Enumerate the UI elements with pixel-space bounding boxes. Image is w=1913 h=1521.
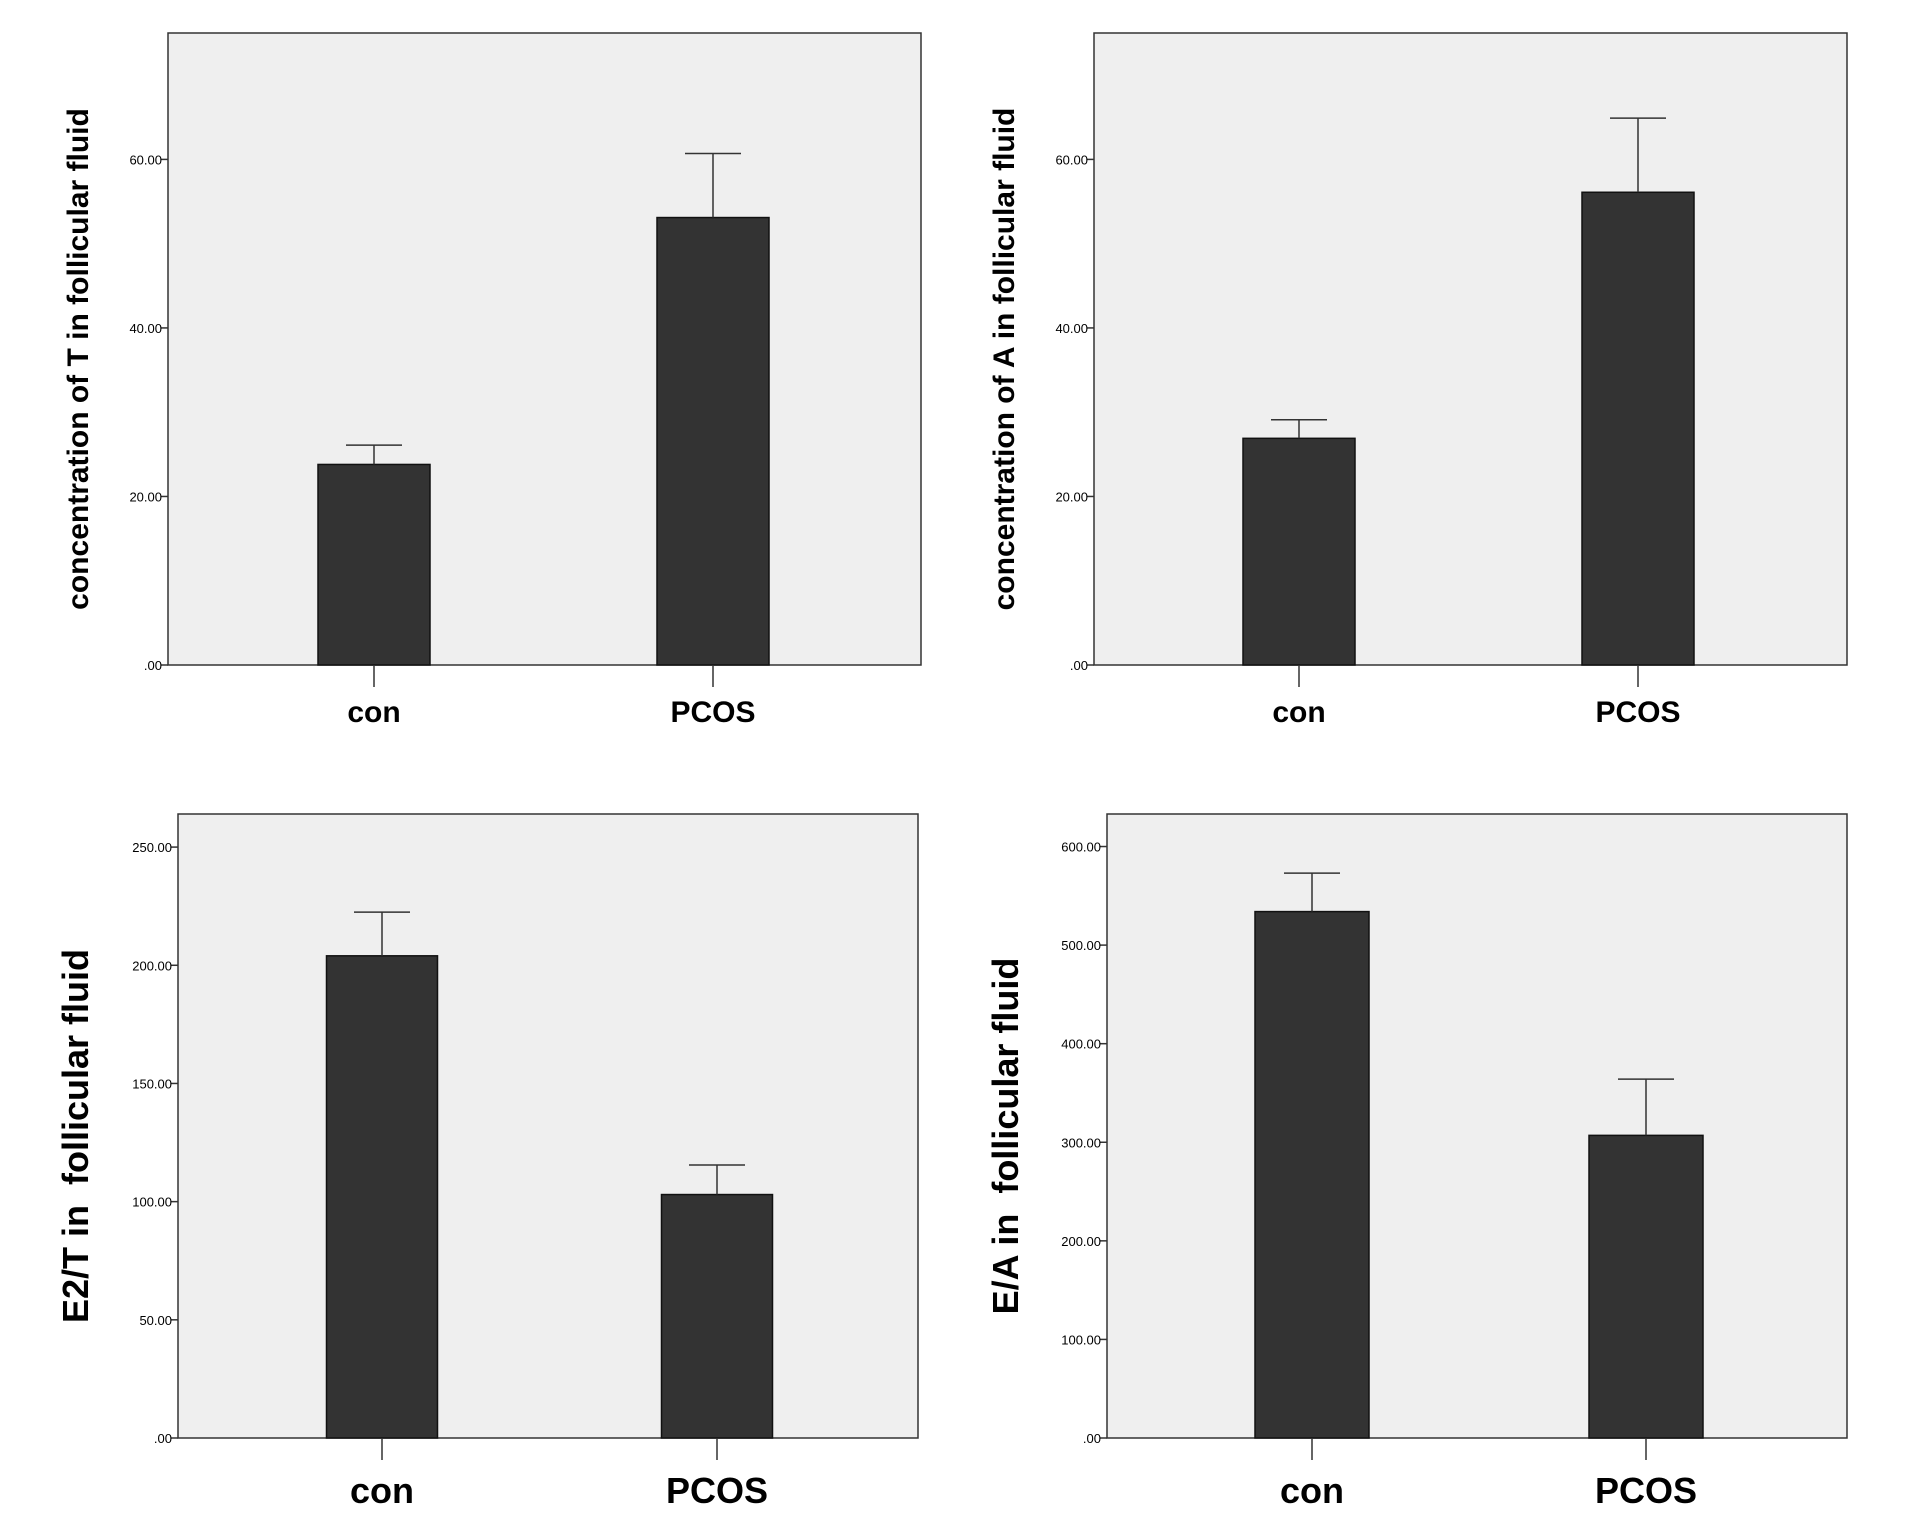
y-tick-label: 20.00 bbox=[129, 489, 162, 504]
y-tick-label: 400.00 bbox=[1061, 1037, 1101, 1052]
bar-pcos bbox=[1581, 191, 1695, 666]
plot-area bbox=[167, 32, 922, 666]
y-tick-label: 100.00 bbox=[1061, 1332, 1101, 1347]
bar-con bbox=[317, 463, 431, 666]
y-axis-label: concentration of T in follicular fluid bbox=[62, 108, 95, 610]
bar-con bbox=[1242, 437, 1356, 666]
y-tick-label: 300.00 bbox=[1061, 1135, 1101, 1150]
y-tick-label: .00 bbox=[154, 1431, 172, 1446]
y-tick-label: 50.00 bbox=[139, 1313, 172, 1328]
plot-area bbox=[177, 813, 919, 1439]
y-tick-label: 40.00 bbox=[129, 321, 162, 336]
panel-e2-t-ratio: .00 50.00 100.00 150.00 200.00 250.00 con PCOS E… bbox=[55, 813, 919, 1511]
plot-area bbox=[1106, 813, 1848, 1439]
panel-testosterone: .00 20.00 40.00 60.00 con PCOS concentration o… bbox=[62, 32, 922, 729]
y-tick-label: 200.00 bbox=[1061, 1234, 1101, 1249]
bar-pcos bbox=[1588, 1134, 1704, 1439]
y-axis-label: concentration of A in follicular fluid bbox=[988, 108, 1021, 611]
y-tick-label: 150.00 bbox=[132, 1076, 172, 1091]
y-axis-label: E/A in follicular fluid bbox=[985, 958, 1026, 1315]
y-tick-label: 40.00 bbox=[1055, 321, 1088, 336]
x-tick-label-pcos: PCOS bbox=[1595, 696, 1680, 729]
y-tick-label: 20.00 bbox=[1055, 489, 1088, 504]
x-tick-label-con: con bbox=[1280, 1470, 1344, 1511]
x-tick-label-con: con bbox=[1272, 696, 1325, 729]
panel-e-a-ratio: .00 100.00 200.00 300.00 400.00 500.00 600.00 c… bbox=[985, 813, 1848, 1511]
y-tick-label: 60.00 bbox=[129, 152, 162, 167]
y-tick-label: 500.00 bbox=[1061, 938, 1101, 953]
y-tick-label: 600.00 bbox=[1061, 840, 1101, 855]
y-tick-label: 100.00 bbox=[132, 1195, 172, 1210]
x-tick-label-con: con bbox=[347, 696, 400, 729]
x-tick-label-pcos: PCOS bbox=[666, 1470, 768, 1511]
bar-con bbox=[325, 955, 439, 1439]
plot-area bbox=[1093, 32, 1848, 666]
bar-pcos bbox=[660, 1193, 774, 1439]
y-axis-label: E2/T in follicular fluid bbox=[55, 949, 96, 1323]
bar-con bbox=[1254, 910, 1370, 1439]
y-tick-label: .00 bbox=[1070, 658, 1088, 673]
x-tick-label-pcos: PCOS bbox=[670, 696, 755, 729]
y-tick-label: 250.00 bbox=[132, 840, 172, 855]
y-tick-label: 200.00 bbox=[132, 958, 172, 973]
panel-androstenedione: .00 20.00 40.00 60.00 con PCOS concentration o… bbox=[988, 32, 1848, 729]
x-tick-label-pcos: PCOS bbox=[1595, 1470, 1697, 1511]
y-tick-label: .00 bbox=[144, 658, 162, 673]
x-tick-label-con: con bbox=[350, 1470, 414, 1511]
y-tick-label: 60.00 bbox=[1055, 152, 1088, 167]
y-tick-label: .00 bbox=[1083, 1431, 1101, 1446]
bar-pcos bbox=[656, 216, 770, 666]
